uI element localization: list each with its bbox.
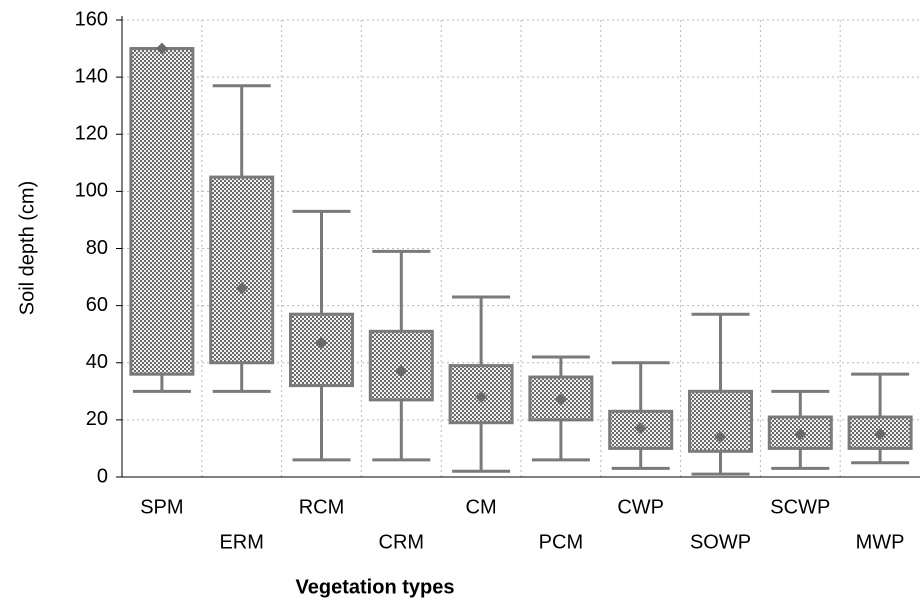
median-marker [794,428,807,441]
median-marker [874,428,887,441]
median-marker [315,336,328,349]
y-tick-label: 0 [97,465,108,487]
median-marker [714,431,727,444]
x-tick-label: CWP [617,496,664,518]
x-tick-label: ERM [219,531,263,553]
box [129,47,195,376]
x-tick-label: MWP [856,531,905,553]
y-tick-label: 40 [86,351,108,373]
x-tick-label: CRM [379,531,425,553]
median-marker [235,282,248,295]
x-tick-label: SPM [140,496,183,518]
y-axis-title: Soil depth (cm) [16,181,38,316]
x-tick-label: PCM [539,531,583,553]
x-tick-label: SCWP [770,496,830,518]
y-tick-label: 100 [75,180,108,202]
x-tick-label: RCM [299,496,345,518]
x-tick-label: SOWP [690,531,751,553]
median-marker [634,422,647,435]
median-marker [155,42,168,55]
median-marker [395,365,408,378]
y-tick-label: 140 [75,65,108,87]
x-axis-title: Vegetation types [296,576,455,598]
x-tick-label: CM [466,496,497,518]
y-tick-label: 160 [75,8,108,30]
y-tick-label: 120 [75,123,108,145]
y-tick-label: 80 [86,237,108,259]
box [289,312,354,388]
y-tick-label: 60 [86,294,108,316]
y-tick-label: 20 [86,408,108,430]
median-marker [554,393,567,406]
median-marker [475,391,488,404]
box [209,175,275,365]
